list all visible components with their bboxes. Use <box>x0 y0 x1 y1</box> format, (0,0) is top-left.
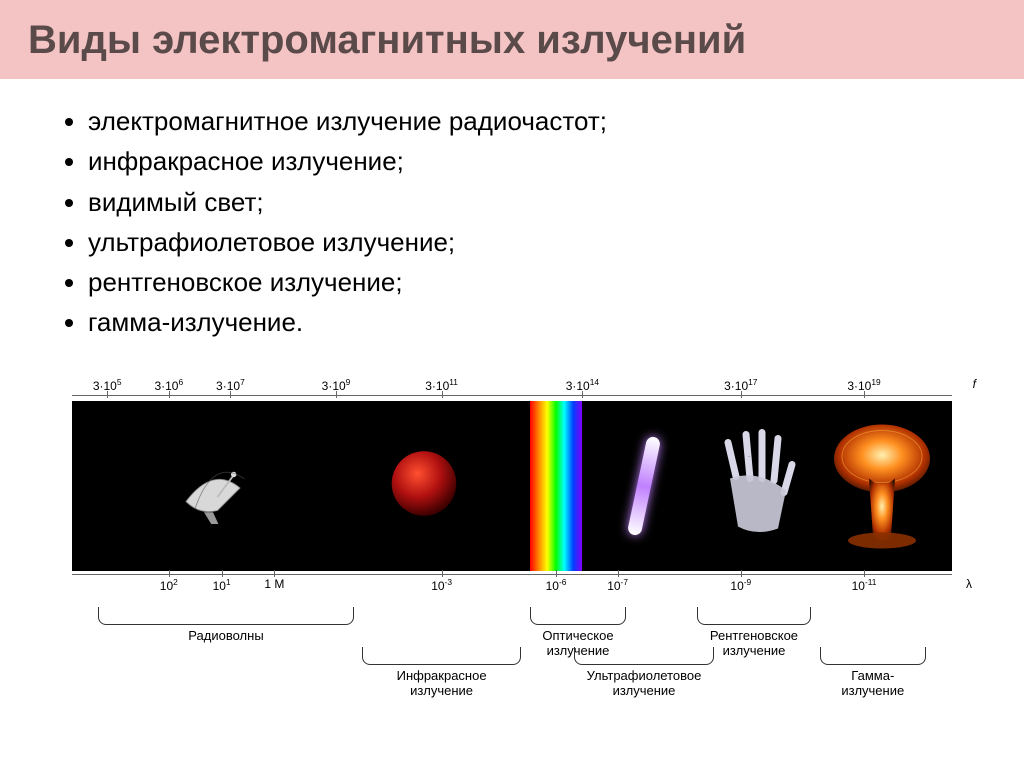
visible-light-band <box>530 401 582 571</box>
frequency-axis: f 3·1053·1063·1073·1093·10113·10143·1017… <box>72 377 952 401</box>
spectrum-region: Рентгеновскоеизлучение <box>697 607 811 659</box>
bullet-list: электромагнитное излучение радиочастот; … <box>0 79 1024 343</box>
xray-hand-icon <box>718 428 798 543</box>
region-label: Рентгеновскоеизлучение <box>697 629 811 659</box>
bullet-item: рентгеновское излучение; <box>88 262 964 302</box>
wave-tick: 10-6 <box>546 577 567 593</box>
bullet-item: инфракрасное излучение; <box>88 141 964 181</box>
bullet-item: гамма-излучение. <box>88 302 964 342</box>
wave-tick: 102 <box>160 577 178 593</box>
spectrum-region: Инфракрасноеизлучение <box>362 647 520 699</box>
spectrum-region: Гамма-излучение <box>820 647 926 699</box>
uv-glowstick-icon <box>627 435 661 536</box>
freq-axis-symbol: f <box>973 377 976 391</box>
wave-tick: 101 <box>213 577 231 593</box>
bullet-item: электромагнитное излучение радиочастот; <box>88 101 964 141</box>
wavelength-axis: λ 1021011 М10-310-610-710-910-11 <box>72 577 952 607</box>
infrared-ball-icon <box>386 445 462 526</box>
spectrum-diagram: f 3·1053·1063·1073·1093·10113·10143·1017… <box>72 377 952 697</box>
region-label: Гамма-излучение <box>820 669 926 699</box>
wave-tick: 10-11 <box>852 577 877 593</box>
radio-dish-icon <box>168 438 258 533</box>
wave-tick: 10-7 <box>607 577 628 593</box>
wave-tick: 1 М <box>264 577 284 591</box>
wave-axis-symbol: λ <box>966 577 972 591</box>
region-labels: РадиоволныИнфракрасноеизлучениеОптическо… <box>72 607 952 697</box>
region-label: Ультрафиолетовоеизлучение <box>574 669 715 699</box>
bullet-item: видимый свет; <box>88 182 964 222</box>
page-title: Виды электромагнитных излучений <box>28 18 996 63</box>
wave-tick: 10-9 <box>730 577 751 593</box>
mushroom-cloud-icon <box>827 418 937 553</box>
spectrum-region: Ультрафиолетовоеизлучение <box>574 647 715 699</box>
bullet-item: ультрафиолетовое излучение; <box>88 222 964 262</box>
spectrum-strip <box>72 401 952 571</box>
region-label: Радиоволны <box>98 629 353 644</box>
title-bar: Виды электромагнитных излучений <box>0 0 1024 79</box>
spectrum-region: Радиоволны <box>98 607 353 644</box>
region-label: Инфракрасноеизлучение <box>362 669 520 699</box>
wave-tick: 10-3 <box>431 577 452 593</box>
